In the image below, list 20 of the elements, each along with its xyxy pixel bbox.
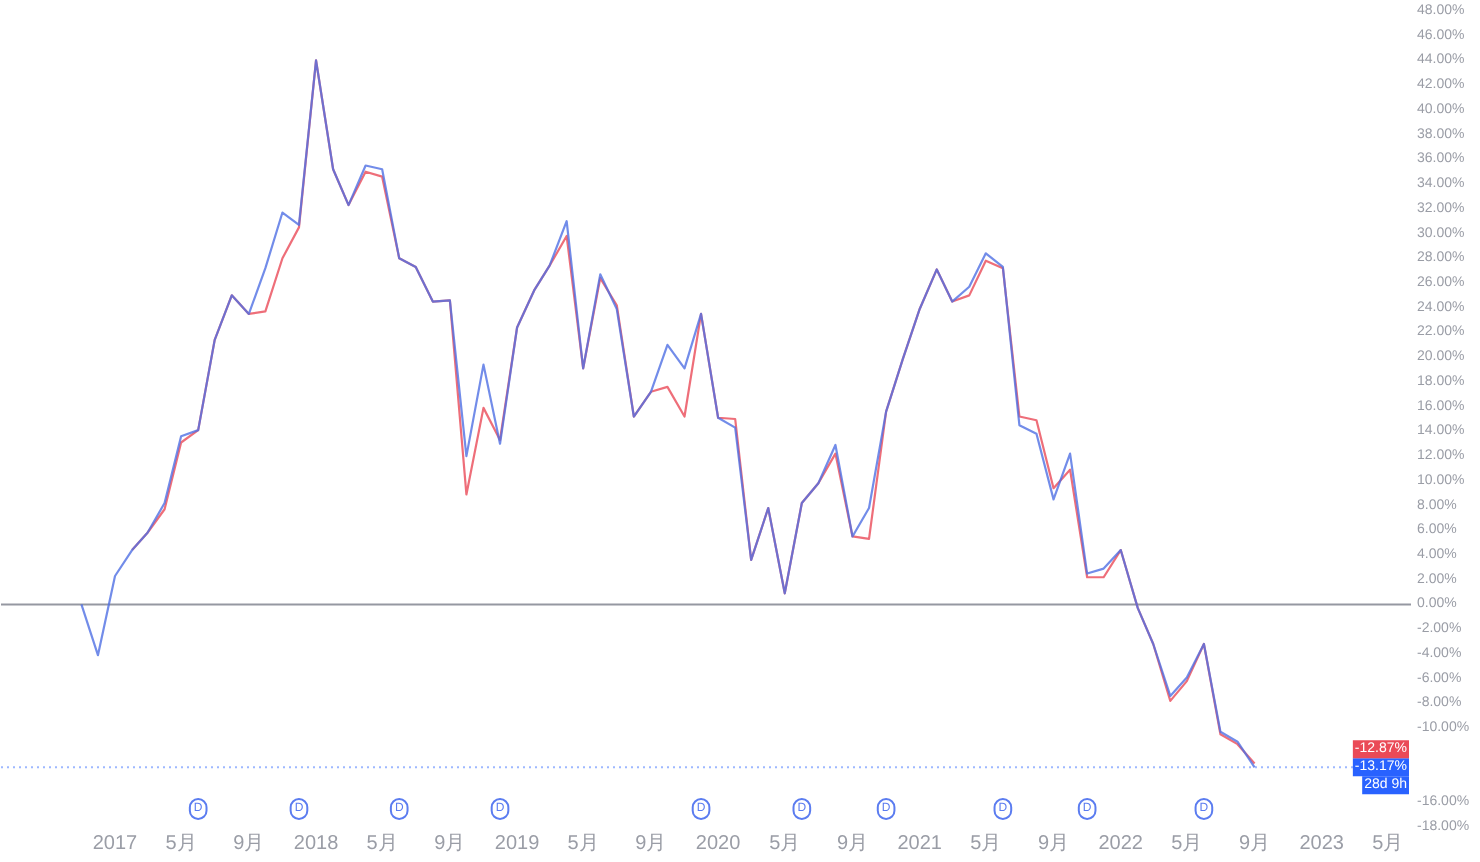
x-tick-label: 2020 — [695, 833, 742, 855]
x-tick-label: 2022 — [1098, 833, 1144, 855]
x-tick-label: 9月 — [434, 833, 466, 855]
x-tick-label: 5月 — [970, 833, 1002, 855]
x-tick-label: 9月 — [233, 833, 265, 855]
x-tick-label: 9月 — [1239, 833, 1271, 855]
x-tick-label: 9月 — [1037, 833, 1070, 855]
x-tick-label: 2023 — [1299, 833, 1345, 855]
x-tick-label: 5月 — [165, 833, 197, 855]
x-tick-label: 9月 — [635, 833, 667, 855]
x-tick-label: 2018 — [293, 833, 340, 855]
x-tick-label: 5月 — [567, 833, 599, 855]
x-tick-label: 5月 — [1171, 833, 1203, 855]
x-tick-label: 5月 — [1372, 833, 1404, 855]
x-tick-label: 5月 — [769, 833, 801, 855]
x-tick-label: 2021 — [897, 833, 943, 855]
x-tick-label: 9月 — [836, 833, 869, 855]
x-tick-label: 2019 — [494, 833, 541, 855]
x-tick-label: 2017 — [92, 833, 139, 855]
x-tick-label: 5月 — [366, 833, 398, 855]
